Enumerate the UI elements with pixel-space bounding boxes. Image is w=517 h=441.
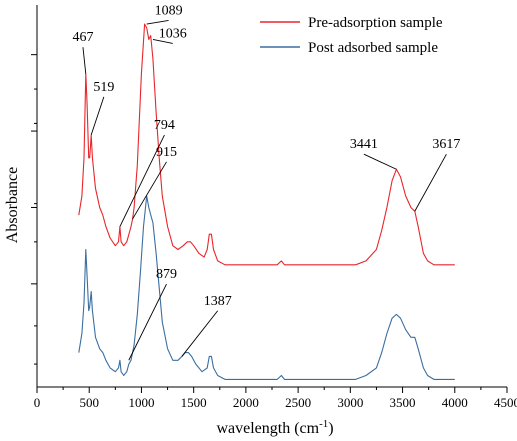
annotation-leader — [146, 20, 169, 25]
annotation-leader — [152, 38, 173, 44]
annotation-label: 3617 — [432, 137, 460, 152]
annotation-label: 915 — [156, 145, 177, 160]
annotation-label: 467 — [72, 30, 93, 45]
annotation-label: 1387 — [204, 294, 232, 309]
series-line-pre-adsorption — [78, 23, 455, 266]
annotation-leader — [128, 283, 167, 361]
series-line-post-adsorbed — [78, 195, 455, 380]
y-axis-ticks — [31, 54, 37, 365]
x-axis-ticks: 0 500 1000 1500 2000 2500 3000 3500 4000 4500 — [34, 387, 517, 410]
annotation-label: 1089 — [155, 3, 183, 18]
peak-annotations: 467 519 1089 1036 794 915 879 1387 3441 3617 — [72, 3, 460, 361]
x-tick-label: 500 — [79, 395, 99, 410]
annotation-leader — [119, 134, 165, 227]
y-axis-label: Absorbance — [4, 167, 21, 243]
x-axis-unit-sup: -1 — [319, 418, 328, 430]
annotation-leader — [414, 153, 447, 212]
annotation-leader — [82, 47, 87, 74]
x-tick-label: 3500 — [390, 395, 416, 410]
legend-label: Post adsorbed sample — [308, 40, 438, 56]
annotation-leader — [181, 310, 219, 357]
x-axis-unit-close: ) — [328, 420, 333, 437]
x-tick-label: 3000 — [337, 395, 363, 410]
x-tick-label: 4000 — [442, 395, 468, 410]
legend-label: Pre-adsorption sample — [308, 15, 443, 31]
x-tick-label: 1500 — [181, 395, 207, 410]
x-tick-label: 2500 — [285, 395, 311, 410]
x-tick-label: 0 — [34, 395, 41, 410]
legend: Pre-adsorption sample Post adsorbed sampl… — [260, 15, 443, 56]
annotation-leader — [363, 153, 397, 170]
annotation-label: 794 — [154, 118, 175, 133]
x-tick-label: 1000 — [128, 395, 154, 410]
annotation-label: 879 — [156, 267, 177, 282]
x-tick-label: 2000 — [233, 395, 259, 410]
annotation-leader — [90, 96, 105, 136]
annotation-label: 3441 — [350, 137, 378, 152]
x-axis-label-text: wavelength — [216, 420, 290, 437]
x-axis-label: wavelength (cm-1) — [216, 418, 333, 437]
series-layer — [78, 23, 455, 380]
annotation-leader — [132, 161, 167, 220]
x-axis-unit: (cm — [294, 420, 319, 437]
plot-frame — [36, 5, 507, 388]
annotation-label: 519 — [93, 80, 114, 95]
annotation-label: 1036 — [159, 26, 187, 41]
x-tick-label: 4500 — [494, 395, 517, 410]
